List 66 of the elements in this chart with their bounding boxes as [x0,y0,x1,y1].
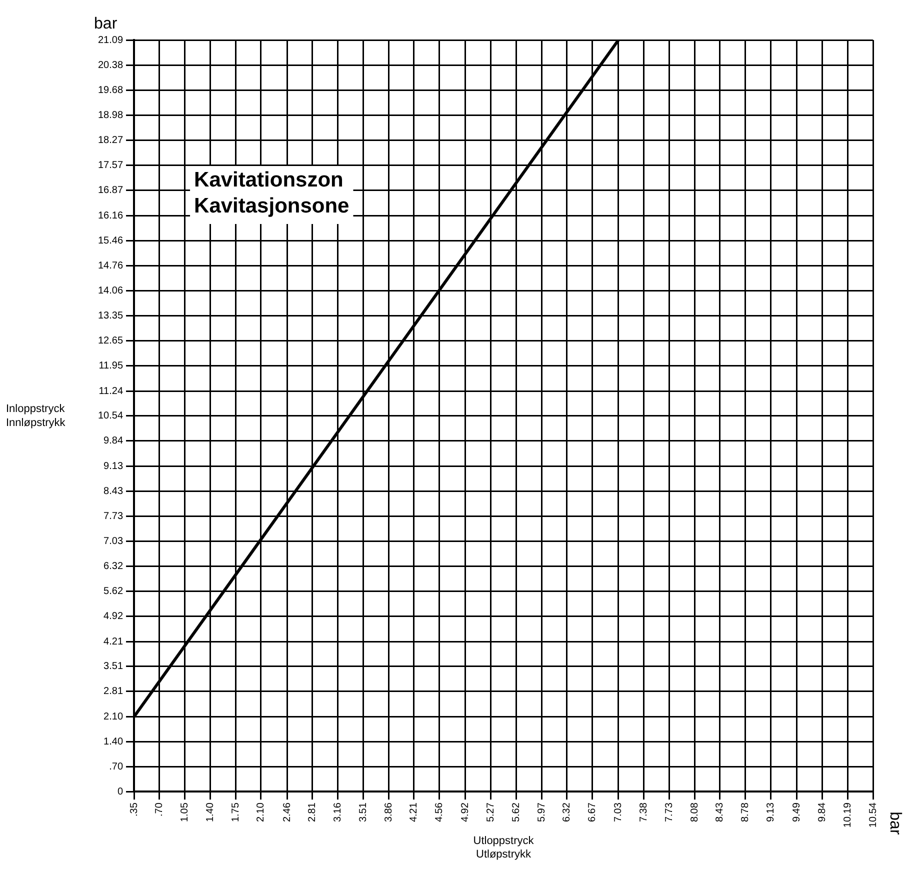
y-tick-label: 14.76 [98,260,124,272]
y-tick-label: 6.32 [104,561,124,572]
y-tick-label: 16.16 [98,210,124,222]
y-tick-label: 13.35 [98,310,124,322]
x-tick-label: 4.92 [460,802,472,822]
x-tick-label: 10.19 [842,802,854,828]
y-tick-label: 21.09 [98,34,124,46]
x-tick-label: 3.51 [358,802,369,822]
x-tick-label: 8.78 [740,802,752,822]
x-tick-label: 2.46 [282,802,293,822]
y-tick-label: 2.10 [104,711,124,722]
x-tick-label: 1.40 [204,802,216,822]
x-tick-label: 6.67 [587,802,598,822]
y-tick-label: .70 [109,761,124,772]
x-tick-label: 7.03 [613,802,624,822]
y-tick-label: 20.38 [98,60,124,72]
annotation: Kavitationszon Kavitasjonsone [194,168,350,218]
y-tick-label: 16.87 [98,185,124,196]
x-tick-label: 4.21 [408,802,420,822]
text: bar [94,15,118,32]
x-tick-label: 10.54 [868,802,879,828]
y-tick-label: 4.92 [104,610,124,622]
x-tick-label: .35 [128,802,140,816]
y-tick-label: 7.03 [104,536,124,547]
y-tick-label: 3.51 [104,661,124,672]
x-tick-label: 1.75 [230,802,242,822]
x-tick-label: 5.27 [486,802,497,822]
y-tick-label: 8.43 [104,486,124,497]
y-tick-label: 7.73 [104,510,124,522]
y-tick-label: 9.13 [104,460,124,472]
y-tick-label: 2.81 [104,686,124,698]
x-tick-label: 5.62 [510,802,522,822]
x-tick-label: 8.43 [714,802,726,822]
y-tick-label: 11.95 [98,360,124,372]
x-tick-label: 1.05 [180,802,191,822]
y-tick-label: 14.06 [98,285,124,296]
x-tick-label: 9.84 [816,802,828,822]
x-tick-label: 4.56 [434,802,446,822]
x-tick-label: 9.13 [765,802,776,822]
y-tick-label: 18.27 [98,135,124,146]
y-tick-label: 1.40 [104,736,124,748]
y-tick-label: 9.84 [104,436,124,447]
y-tick-label: 11.24 [98,386,124,397]
y-tick-label: 4.21 [104,636,124,648]
x-axis-title: Utloppstryck Utløpstrykk [473,835,534,860]
text: bar [886,812,904,836]
x-tick-label: 2.81 [307,802,318,822]
y-axis-title: Inloppstryck Innløpstrykk [6,402,66,429]
x-tick-label: 9.49 [792,802,803,822]
x-tick-label: 6.32 [562,802,573,822]
x-tick-label: .70 [154,802,166,816]
y-tick-label: 18.98 [98,110,124,121]
y-tick-label: 19.68 [98,85,124,96]
x-tick-label: 3.16 [332,802,344,822]
y-tick-label: 0 [117,786,124,798]
y-tick-label: 17.57 [98,160,124,172]
x-tick-label: 7.73 [664,802,675,822]
y-tick-label: 12.65 [98,336,124,347]
y-tick-label: 5.62 [104,586,124,598]
x-tick-label: 2.10 [256,802,267,822]
y-tick-label: 10.54 [98,410,124,422]
x-tick-label: 7.38 [638,802,650,822]
x-tick-label: 5.97 [536,802,548,822]
x-tick-label: 8.08 [689,802,700,822]
x-tick-label: 3.86 [383,802,394,822]
y-tick-label: 15.46 [98,235,124,246]
